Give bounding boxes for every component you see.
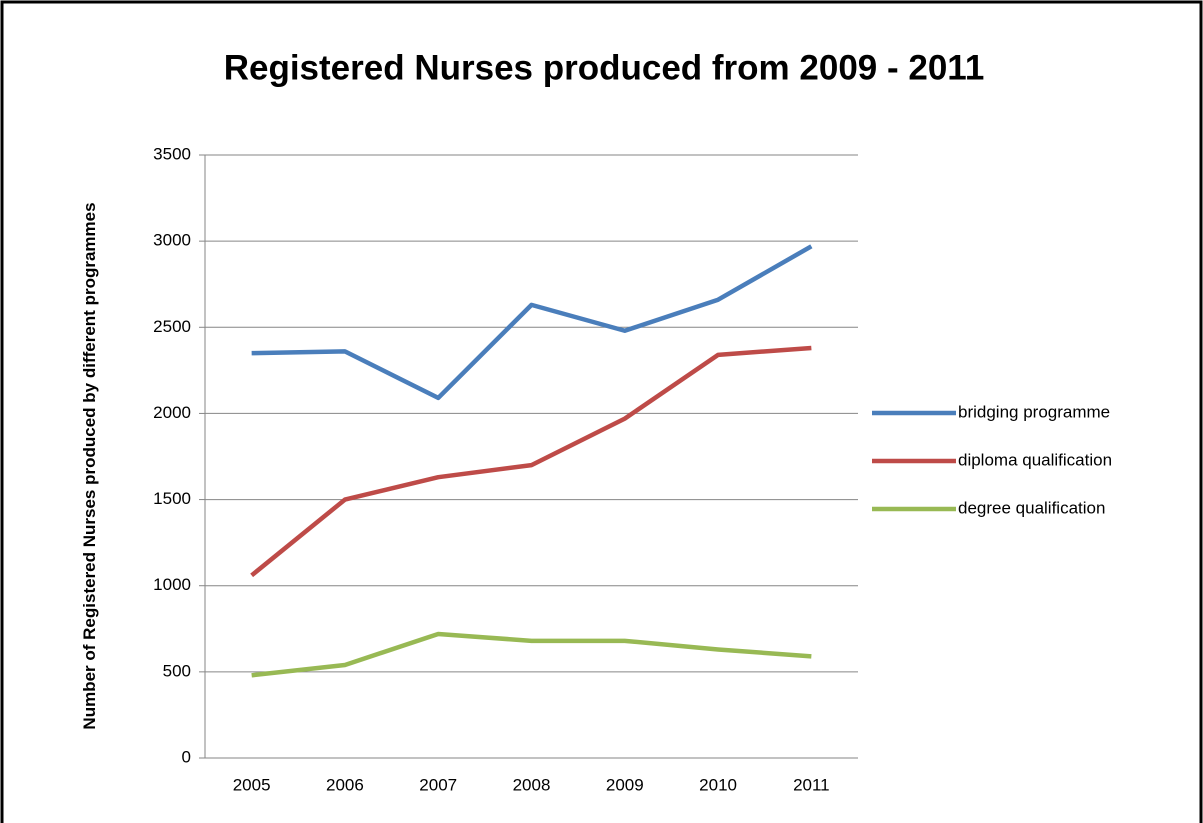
x-tick-label: 2005 [233,775,271,794]
x-tick-label: 2011 [793,775,830,794]
series-line [251,631,812,678]
legend-label: degree qualification [958,498,1105,517]
series-line [251,244,813,401]
y-tick-label: 2000 [153,403,191,422]
chart-title: Registered Nurses produced from 2009 - 2… [224,48,985,87]
y-tick-label: 0 [182,747,191,766]
y-tick-label: 3500 [153,144,191,163]
y-tick-label: 2500 [153,317,191,336]
x-tick-label: 2008 [513,775,551,794]
y-tick-label: 3000 [153,231,191,250]
legend-label: bridging programme [958,402,1110,421]
y-tick-label: 1500 [153,489,191,508]
y-tick-label: 1000 [153,575,191,594]
legend-label: diploma qualification [958,450,1112,469]
series-line [250,345,812,578]
y-tick-label: 500 [163,661,191,680]
x-tick-label: 2010 [699,775,737,794]
x-tick-label: 2006 [326,775,364,794]
x-tick-label: 2007 [419,775,457,794]
y-axis-label: Number of Registered Nurses produced by … [80,202,99,730]
x-tick-label: 2009 [606,775,644,794]
